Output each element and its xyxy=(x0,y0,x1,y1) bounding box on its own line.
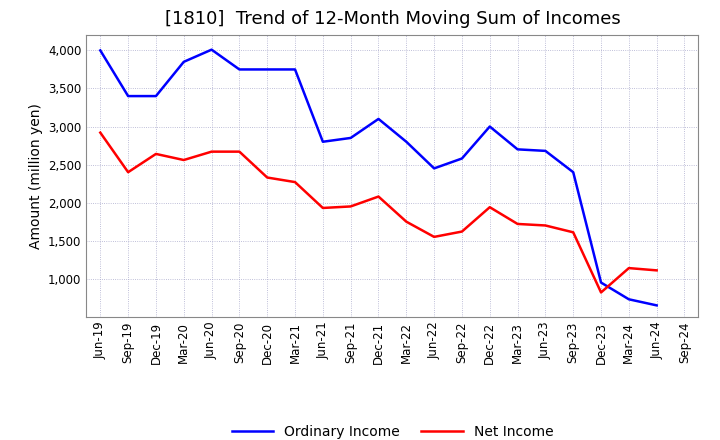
Net Income xyxy=(485,205,494,210)
Net Income xyxy=(179,158,188,163)
Ordinary Income xyxy=(430,166,438,171)
Ordinary Income xyxy=(624,297,633,302)
Net Income xyxy=(513,221,522,227)
Net Income xyxy=(291,180,300,185)
Net Income xyxy=(152,151,161,157)
Net Income xyxy=(402,219,410,224)
Net Income xyxy=(96,130,104,135)
Net Income xyxy=(624,265,633,271)
Ordinary Income xyxy=(263,67,271,72)
Title: [1810]  Trend of 12-Month Moving Sum of Incomes: [1810] Trend of 12-Month Moving Sum of I… xyxy=(165,10,620,28)
Ordinary Income xyxy=(541,148,550,154)
Net Income xyxy=(569,230,577,235)
Net Income xyxy=(541,223,550,228)
Ordinary Income xyxy=(152,93,161,99)
Ordinary Income xyxy=(318,139,327,144)
Ordinary Income xyxy=(402,139,410,144)
Ordinary Income xyxy=(207,47,216,52)
Net Income xyxy=(458,229,467,234)
Line: Ordinary Income: Ordinary Income xyxy=(100,50,657,305)
Net Income xyxy=(124,169,132,175)
Net Income xyxy=(346,204,355,209)
Net Income xyxy=(235,149,243,154)
Ordinary Income xyxy=(179,59,188,65)
Ordinary Income xyxy=(291,67,300,72)
Ordinary Income xyxy=(485,124,494,129)
Net Income xyxy=(374,194,383,199)
Ordinary Income xyxy=(597,280,606,285)
Net Income xyxy=(207,149,216,154)
Net Income xyxy=(318,205,327,211)
Net Income xyxy=(430,234,438,239)
Net Income xyxy=(652,268,661,273)
Line: Net Income: Net Income xyxy=(100,132,657,293)
Ordinary Income xyxy=(374,116,383,121)
Ordinary Income xyxy=(96,48,104,53)
Ordinary Income xyxy=(124,93,132,99)
Ordinary Income xyxy=(458,156,467,161)
Ordinary Income xyxy=(569,169,577,175)
Legend: Ordinary Income, Net Income: Ordinary Income, Net Income xyxy=(226,420,559,440)
Y-axis label: Amount (million yen): Amount (million yen) xyxy=(29,103,42,249)
Net Income xyxy=(597,290,606,295)
Ordinary Income xyxy=(513,147,522,152)
Ordinary Income xyxy=(235,67,243,72)
Ordinary Income xyxy=(346,136,355,141)
Net Income xyxy=(263,175,271,180)
Ordinary Income xyxy=(652,303,661,308)
